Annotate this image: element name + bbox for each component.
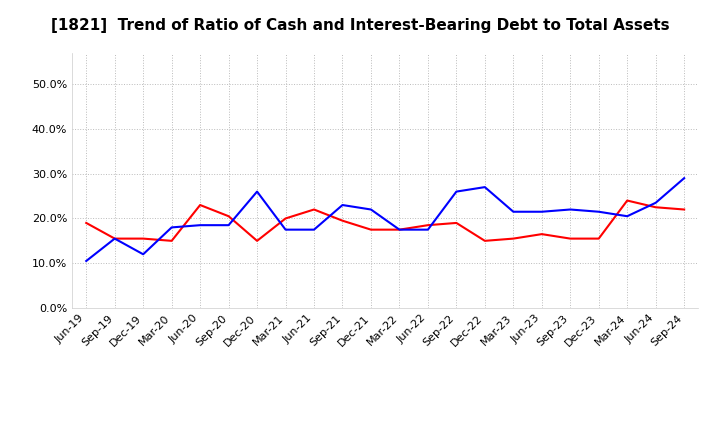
Interest-Bearing Debt: [366, 207, 375, 212]
Cash: [196, 202, 204, 208]
Interest-Bearing Debt: [595, 209, 603, 214]
Cash: [680, 207, 688, 212]
Cash: [167, 238, 176, 243]
Interest-Bearing Debt: [423, 227, 432, 232]
Cash: [566, 236, 575, 241]
Cash: [537, 231, 546, 237]
Interest-Bearing Debt: [110, 236, 119, 241]
Cash: [480, 238, 489, 243]
Interest-Bearing Debt: [338, 202, 347, 208]
Interest-Bearing Debt: [509, 209, 518, 214]
Interest-Bearing Debt: [82, 258, 91, 264]
Interest-Bearing Debt: [196, 223, 204, 228]
Interest-Bearing Debt: [310, 227, 318, 232]
Cash: [310, 207, 318, 212]
Interest-Bearing Debt: [395, 227, 404, 232]
Cash: [282, 216, 290, 221]
Interest-Bearing Debt: [282, 227, 290, 232]
Cash: [395, 227, 404, 232]
Interest-Bearing Debt: [452, 189, 461, 194]
Interest-Bearing Debt: [566, 207, 575, 212]
Cash: [338, 218, 347, 224]
Cash: [652, 205, 660, 210]
Cash: [253, 238, 261, 243]
Cash: [225, 213, 233, 219]
Interest-Bearing Debt: [480, 184, 489, 190]
Cash: [623, 198, 631, 203]
Interest-Bearing Debt: [167, 225, 176, 230]
Line: Cash: Cash: [86, 201, 684, 241]
Interest-Bearing Debt: [139, 252, 148, 257]
Cash: [595, 236, 603, 241]
Interest-Bearing Debt: [680, 176, 688, 181]
Cash: [139, 236, 148, 241]
Cash: [452, 220, 461, 226]
Interest-Bearing Debt: [253, 189, 261, 194]
Interest-Bearing Debt: [537, 209, 546, 214]
Line: Interest-Bearing Debt: Interest-Bearing Debt: [86, 178, 684, 261]
Cash: [509, 236, 518, 241]
Cash: [366, 227, 375, 232]
Cash: [423, 223, 432, 228]
Interest-Bearing Debt: [225, 223, 233, 228]
Cash: [110, 236, 119, 241]
Text: [1821]  Trend of Ratio of Cash and Interest-Bearing Debt to Total Assets: [1821] Trend of Ratio of Cash and Intere…: [50, 18, 670, 33]
Interest-Bearing Debt: [652, 200, 660, 205]
Cash: [82, 220, 91, 226]
Interest-Bearing Debt: [623, 213, 631, 219]
